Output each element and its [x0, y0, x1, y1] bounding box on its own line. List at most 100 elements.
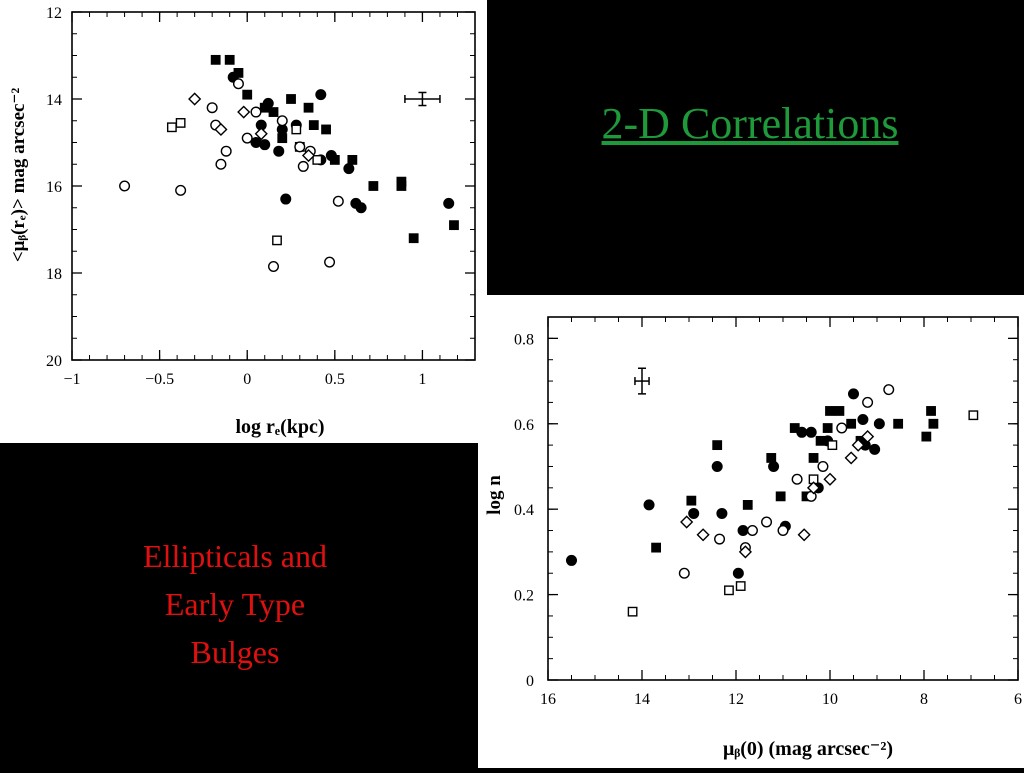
data-point-filled-square — [808, 453, 819, 463]
data-point-open-diamond — [823, 472, 837, 486]
y-tick-label: 0.6 — [514, 417, 534, 434]
data-point-open-square — [827, 440, 838, 451]
data-point-filled-circle — [315, 89, 327, 101]
data-point-open-square — [627, 606, 638, 617]
data-point-filled-circle — [565, 554, 577, 566]
data-point-open-circle — [268, 260, 280, 272]
data-point-filled-circle — [848, 388, 860, 400]
data-point-open-circle — [206, 102, 218, 114]
data-point-open-circle — [862, 396, 874, 408]
data-point-filled-square — [846, 418, 857, 429]
data-point-filled-square — [368, 181, 379, 191]
data-point-filled-circle — [873, 418, 885, 430]
data-point-filled-square — [928, 418, 939, 429]
data-point-open-circle — [250, 106, 262, 118]
data-point-filled-circle — [355, 202, 367, 214]
data-point-open-circle — [297, 160, 309, 172]
data-point-filled-square — [210, 54, 221, 65]
data-point-filled-square — [651, 542, 661, 553]
x-tick-label: 10 — [822, 691, 838, 708]
data-point-filled-square — [408, 233, 419, 244]
data-point-open-circle — [714, 533, 726, 545]
data-point-open-circle — [232, 78, 244, 90]
data-point-filled-circle — [737, 525, 749, 537]
slide-caption: Ellipticals and Early Type Bulges — [95, 532, 375, 676]
y-tick-label: 12 — [46, 5, 62, 22]
data-point-filled-square — [921, 431, 932, 442]
scatter-panel-left: −1 −0.5 0 0.5 1 12 14 16 18 20 log rₑ(kpc) <μᵦ(rₑ)>… — [0, 0, 487, 443]
y-tick-label: 16 — [46, 179, 62, 196]
y-tick-label: 0 — [526, 673, 534, 690]
data-point-open-square — [968, 410, 979, 421]
caption-line: Early Type — [164, 586, 306, 622]
data-point-filled-circle — [711, 460, 723, 472]
data-point-open-diamond — [851, 438, 865, 452]
data-point-filled-circle — [716, 507, 728, 519]
data-point-filled-square — [742, 500, 753, 510]
data-point-filled-square — [308, 120, 319, 131]
x-tick-label: 8 — [920, 691, 928, 708]
data-point-filled-circle — [443, 197, 455, 209]
y-tick-label: 18 — [46, 266, 62, 283]
data-point-open-circle — [276, 115, 288, 127]
data-point-filled-square — [347, 154, 358, 165]
data-point-open-circle — [215, 158, 227, 170]
x-tick-label: 0 — [243, 371, 251, 388]
data-point-filled-circle — [869, 443, 881, 455]
data-point-filled-circle — [273, 145, 285, 157]
x-tick-label: 0.5 — [325, 371, 345, 388]
data-point-filled-circle — [343, 163, 355, 175]
x-axis-label: μᵦ(0) (mag arcsec⁻²) — [723, 738, 893, 760]
data-point-filled-square — [277, 133, 288, 144]
data-point-open-square — [312, 154, 323, 165]
caption-line: Bulges — [190, 634, 280, 670]
y-axis-label: <μᵦ(rₑ)> mag arcsec⁻² — [8, 88, 29, 263]
data-point-filled-square — [268, 107, 279, 117]
data-point-filled-square — [686, 495, 697, 506]
data-point-filled-circle — [259, 139, 271, 151]
data-point-open-circle — [241, 132, 253, 144]
data-point-open-diamond — [696, 528, 710, 542]
data-point-open-diamond — [254, 127, 268, 141]
data-point-filled-square — [822, 423, 833, 433]
data-point-open-diamond — [188, 92, 202, 106]
data-point-open-circle — [791, 473, 803, 485]
data-point-filled-square — [224, 54, 235, 65]
data-point-open-diamond — [738, 545, 752, 559]
data-point-open-circle — [836, 422, 848, 434]
data-point-open-circle — [324, 256, 336, 268]
data-point-filled-square — [926, 406, 936, 416]
data-point-open-square — [175, 118, 186, 128]
data-point-filled-circle — [857, 413, 869, 425]
data-point-open-square — [735, 581, 746, 591]
data-point-open-circle — [883, 384, 895, 396]
data-point-filled-square — [893, 418, 904, 429]
data-point-open-diamond — [214, 122, 228, 137]
data-point-open-circle — [678, 567, 690, 579]
data-point-open-diamond — [680, 515, 694, 529]
data-point-filled-circle — [280, 193, 292, 205]
data-point-open-diamond — [301, 148, 316, 163]
x-tick-label: −0.5 — [145, 371, 174, 388]
x-axis-label: log rₑ(kpc) — [235, 416, 324, 438]
error-bar — [634, 367, 650, 395]
data-point-open-circle — [777, 525, 789, 537]
y-tick-label: 0.4 — [514, 502, 534, 519]
plot-frame — [71, 11, 476, 361]
data-point-open-circle — [294, 141, 306, 153]
data-point-filled-circle — [796, 426, 808, 438]
y-axis-label: log n — [484, 475, 505, 515]
x-tick-label: 16 — [540, 691, 556, 708]
chart-mu0-vs-logn: 16 14 12 10 8 6 0 0.2 0.4 0.6 0.8 μᵦ(0) (mag arcsec… — [484, 316, 1022, 760]
data-point-open-diamond — [806, 481, 821, 495]
data-point-open-circle — [746, 525, 758, 537]
chart-re-vs-mu: −1 −0.5 0 0.5 1 12 14 16 18 20 log rₑ(kpc) <μᵦ(rₑ)>… — [8, 5, 476, 438]
data-point-filled-square — [396, 176, 407, 187]
data-point-filled-circle — [325, 150, 337, 162]
data-point-filled-circle — [732, 567, 744, 579]
data-point-filled-square — [303, 102, 314, 113]
y-tick-label: 0.8 — [514, 331, 534, 348]
data-point-open-circle — [332, 195, 344, 207]
data-point-open-circle — [220, 145, 232, 157]
data-point-open-circle — [175, 184, 187, 196]
